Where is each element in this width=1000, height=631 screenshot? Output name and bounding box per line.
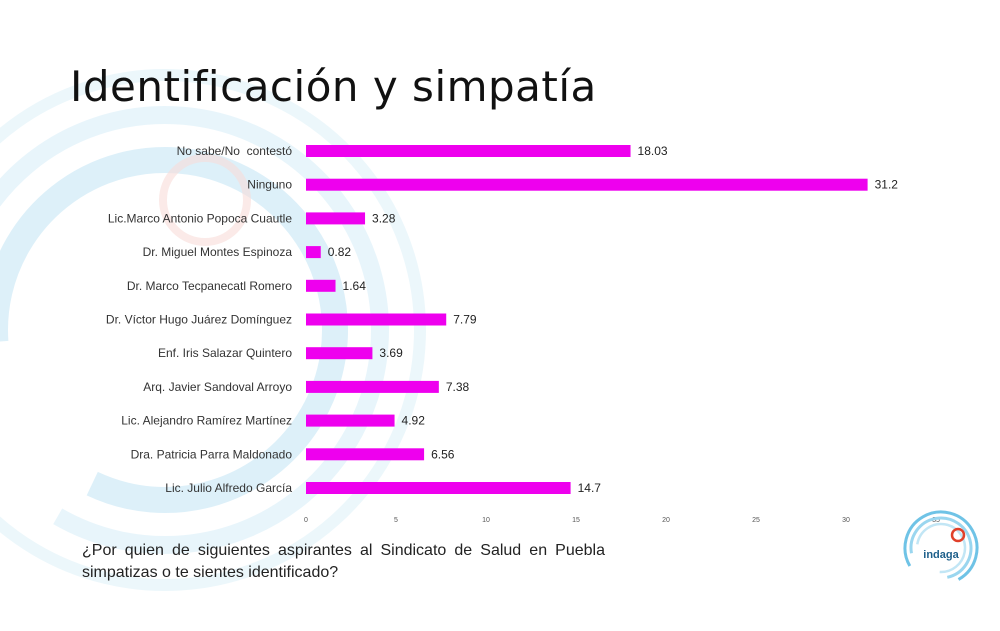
bar xyxy=(306,212,366,225)
value-label: 14.7 xyxy=(578,481,602,495)
value-label: 3.69 xyxy=(379,346,403,360)
category-labels: No sabe/No contestó Ninguno Lic.Marco Anto… xyxy=(106,144,292,495)
value-labels: 18.03 31.2 3.28 0.82 1.64 7.79 3.69 7.38 4.92 6.5… xyxy=(328,144,899,495)
x-axis-ticks: 0 5 10 15 20 25 30 35 xyxy=(304,517,940,524)
value-label: 6.56 xyxy=(431,447,455,461)
category-label: Dr. Víctor Hugo Juárez Domínguez xyxy=(106,313,292,327)
category-label: No sabe/No contestó xyxy=(177,144,293,158)
bar xyxy=(306,347,373,360)
bar xyxy=(306,482,571,494)
bar xyxy=(306,448,425,461)
indaga-logo-icon: indaga xyxy=(900,507,982,589)
value-label: 3.28 xyxy=(372,211,396,225)
x-tick-label: 20 xyxy=(662,517,670,524)
category-label: Lic. Alejandro Ramírez Martínez xyxy=(121,414,292,428)
bar xyxy=(306,279,336,292)
value-label: 7.79 xyxy=(453,313,477,327)
category-label: Ninguno xyxy=(247,178,292,192)
x-tick-label: 25 xyxy=(752,517,760,524)
value-label: 0.82 xyxy=(328,245,352,259)
category-label: Dr. Miguel Montes Espinoza xyxy=(143,245,293,259)
x-tick-label: 5 xyxy=(394,517,398,524)
x-tick-label: 10 xyxy=(482,517,490,524)
value-label: 1.64 xyxy=(343,279,367,293)
logo-text: indaga xyxy=(923,549,959,561)
bars-layer xyxy=(306,145,868,494)
category-label: Lic. Julio Alfredo García xyxy=(165,481,292,495)
slide-title: Identificación y simpatía xyxy=(70,62,597,111)
category-label: Dra. Patricia Parra Maldonado xyxy=(131,447,293,461)
bar xyxy=(306,380,439,393)
value-label: 18.03 xyxy=(638,144,668,158)
bar xyxy=(306,145,631,157)
bar xyxy=(306,178,868,191)
x-tick-label: 30 xyxy=(842,517,850,524)
bar xyxy=(306,246,321,259)
bar xyxy=(306,414,395,427)
category-label: Dr. Marco Tecpanecatl Romero xyxy=(127,279,293,293)
survey-question: ¿Por quien de siguientes aspirantes al S… xyxy=(82,542,605,581)
value-label: 7.38 xyxy=(446,380,470,394)
category-label: Enf. Iris Salazar Quintero xyxy=(158,346,292,360)
x-tick-label: 0 xyxy=(304,517,308,524)
category-label: Arq. Javier Sandoval Arroyo xyxy=(143,380,292,394)
value-label: 31.2 xyxy=(875,178,899,192)
bar xyxy=(306,313,447,326)
x-tick-label: 15 xyxy=(572,517,580,524)
category-label: Lic.Marco Antonio Popoca Cuautle xyxy=(108,211,292,225)
value-label: 4.92 xyxy=(402,414,426,428)
x-tick-label: 35 xyxy=(932,517,940,524)
